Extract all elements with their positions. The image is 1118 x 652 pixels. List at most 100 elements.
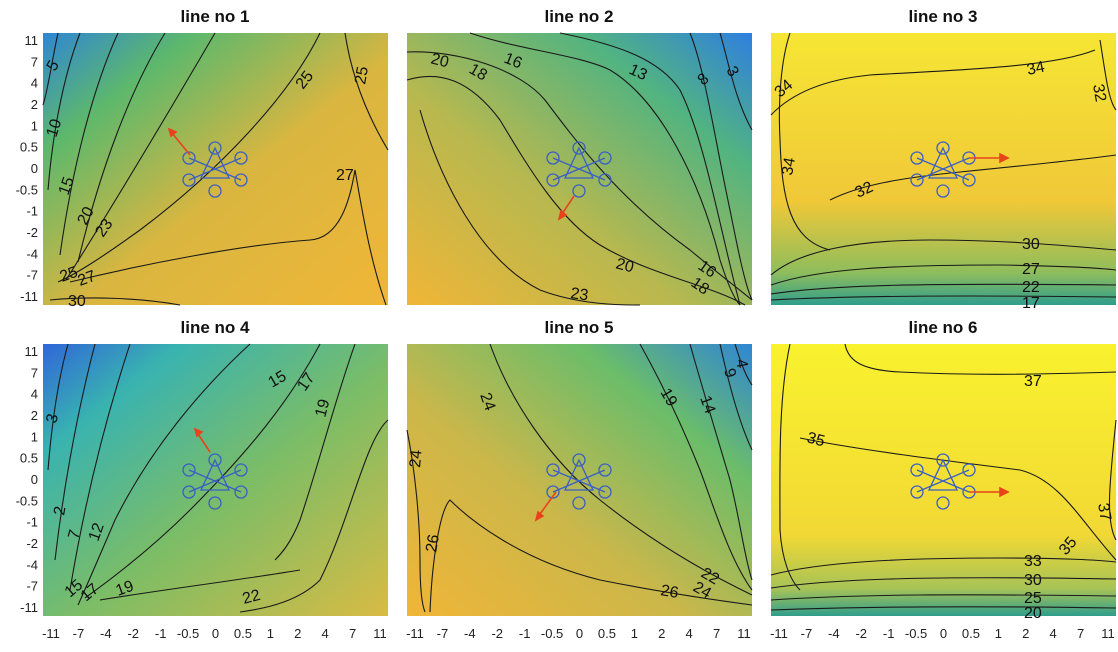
panel-title: line no 6 xyxy=(909,318,978,337)
panel-5: line no 5 24 19 14 9 4 24 26 22 24 26 xyxy=(406,318,753,616)
y-tick-label: 0 xyxy=(31,472,38,487)
robot-marker-icon xyxy=(546,453,612,510)
x-tick-label: -0.5 xyxy=(541,626,563,641)
x-tick-label: -7 xyxy=(437,626,449,641)
x-tick-label: -11 xyxy=(42,626,60,641)
contour-line xyxy=(42,32,59,106)
contour-line xyxy=(57,32,321,283)
contour-line xyxy=(719,343,753,451)
robot-marker-icon xyxy=(910,453,976,510)
contour-label: 12 xyxy=(86,521,108,544)
x-tick-label: -2 xyxy=(855,626,867,641)
contour-label: 14 xyxy=(696,394,718,417)
contour-line xyxy=(65,32,216,281)
contour-label: 13 xyxy=(626,61,649,84)
robot-marker-icon xyxy=(182,141,248,198)
x-tick-label: 7 xyxy=(349,626,356,641)
contour-label: 24 xyxy=(407,449,425,468)
panel-title: line no 4 xyxy=(181,318,251,337)
contour-label: 32 xyxy=(1089,83,1109,104)
x-tick-label: 0.5 xyxy=(962,626,980,641)
contour-line xyxy=(770,606,1117,611)
contour-line xyxy=(54,343,96,561)
contour-label: 23 xyxy=(569,285,589,304)
contour-line xyxy=(99,569,301,601)
contour-label: 19 xyxy=(657,386,681,410)
contour-label: 16 xyxy=(502,50,525,72)
heatmap-field xyxy=(771,344,1116,616)
x-tick-label: 1 xyxy=(995,626,1002,641)
y-tick-label: -2 xyxy=(26,225,38,240)
contour-lines xyxy=(47,343,389,613)
y-tick-label: -2 xyxy=(26,536,38,551)
contour-line xyxy=(69,343,131,591)
y-tick-label: 2 xyxy=(31,408,38,423)
y-tick-label: -7 xyxy=(26,579,38,594)
contour-line xyxy=(47,32,81,191)
contour-line xyxy=(770,283,1117,295)
contour-label: 25 xyxy=(1024,590,1042,607)
y-tick-label: -0.5 xyxy=(16,182,38,197)
contour-line xyxy=(419,109,641,306)
y-tick-label: 7 xyxy=(31,54,38,69)
contour-label: 9 xyxy=(720,367,739,380)
contour-line xyxy=(77,32,166,263)
y-tick-label: -0.5 xyxy=(16,493,38,508)
heatmap-field xyxy=(43,344,388,616)
y-tick-label: 4 xyxy=(31,76,38,91)
arrowhead-icon xyxy=(534,510,545,522)
contour-labels: 24 19 14 9 4 24 26 22 24 26 xyxy=(407,358,750,603)
contour-line xyxy=(274,343,356,561)
y-tick-label: -11 xyxy=(20,289,38,304)
panel-3: line no 3 34 34 32 34 32 30 27 22 17 xyxy=(770,7,1117,312)
contour-line xyxy=(559,32,741,306)
contour-label: 2 xyxy=(51,505,69,517)
x-tick-label: 11 xyxy=(1101,626,1115,641)
x-tick-label: -0.5 xyxy=(905,626,927,641)
axis-tick-labels: 1174210.50-0.5-1-2-4-7-111174210.50-0.5-… xyxy=(16,33,1115,641)
y-tick-label: 4 xyxy=(31,387,38,402)
x-tick-label: 7 xyxy=(713,626,720,641)
x-tick-label: -4 xyxy=(100,626,112,641)
x-tick-label: -2 xyxy=(491,626,503,641)
arrowhead-icon xyxy=(999,152,1010,164)
contour-label: 25 xyxy=(58,264,81,286)
contour-line xyxy=(1108,419,1117,541)
y-tick-label: -1 xyxy=(26,515,38,530)
contour-line xyxy=(734,343,753,386)
contour-label: 20 xyxy=(429,50,451,71)
contour-line xyxy=(770,557,1117,576)
arrowhead-icon xyxy=(999,486,1010,498)
x-tick-label: 1 xyxy=(631,626,638,641)
contour-label: 37 xyxy=(1024,373,1042,390)
panel-6: line no 6 37 35 37 35 33 30 25 20 xyxy=(770,318,1117,622)
y-tick-label: -11 xyxy=(20,600,38,615)
x-tick-label: -0.5 xyxy=(177,626,199,641)
contour-line xyxy=(770,264,1117,286)
contour-label: 33 xyxy=(1024,553,1042,570)
contour-lines xyxy=(42,32,389,306)
contour-label: 20 xyxy=(75,204,98,228)
contour-line xyxy=(49,297,181,306)
x-tick-label: -1 xyxy=(519,626,531,641)
contour-line xyxy=(239,419,389,613)
x-tick-label: 4 xyxy=(1050,626,1057,641)
x-tick-label: 0.5 xyxy=(598,626,616,641)
contour-label: 26 xyxy=(659,582,680,602)
x-tick-label: 4 xyxy=(322,626,329,641)
contour-line xyxy=(779,343,801,591)
x-tick-label: 1 xyxy=(267,626,274,641)
contour-line xyxy=(770,594,1117,601)
contour-line xyxy=(84,343,321,599)
x-tick-label: -4 xyxy=(464,626,476,641)
contour-line xyxy=(489,343,753,596)
contour-line xyxy=(770,295,1117,301)
robot-marker-icon xyxy=(182,453,248,510)
x-tick-label: -4 xyxy=(828,626,840,641)
contour-line xyxy=(344,32,389,151)
heatmap-field xyxy=(407,344,752,616)
panel-title: line no 2 xyxy=(545,7,614,26)
panel-title: line no 3 xyxy=(909,7,978,26)
x-tick-label: 2 xyxy=(658,626,665,641)
